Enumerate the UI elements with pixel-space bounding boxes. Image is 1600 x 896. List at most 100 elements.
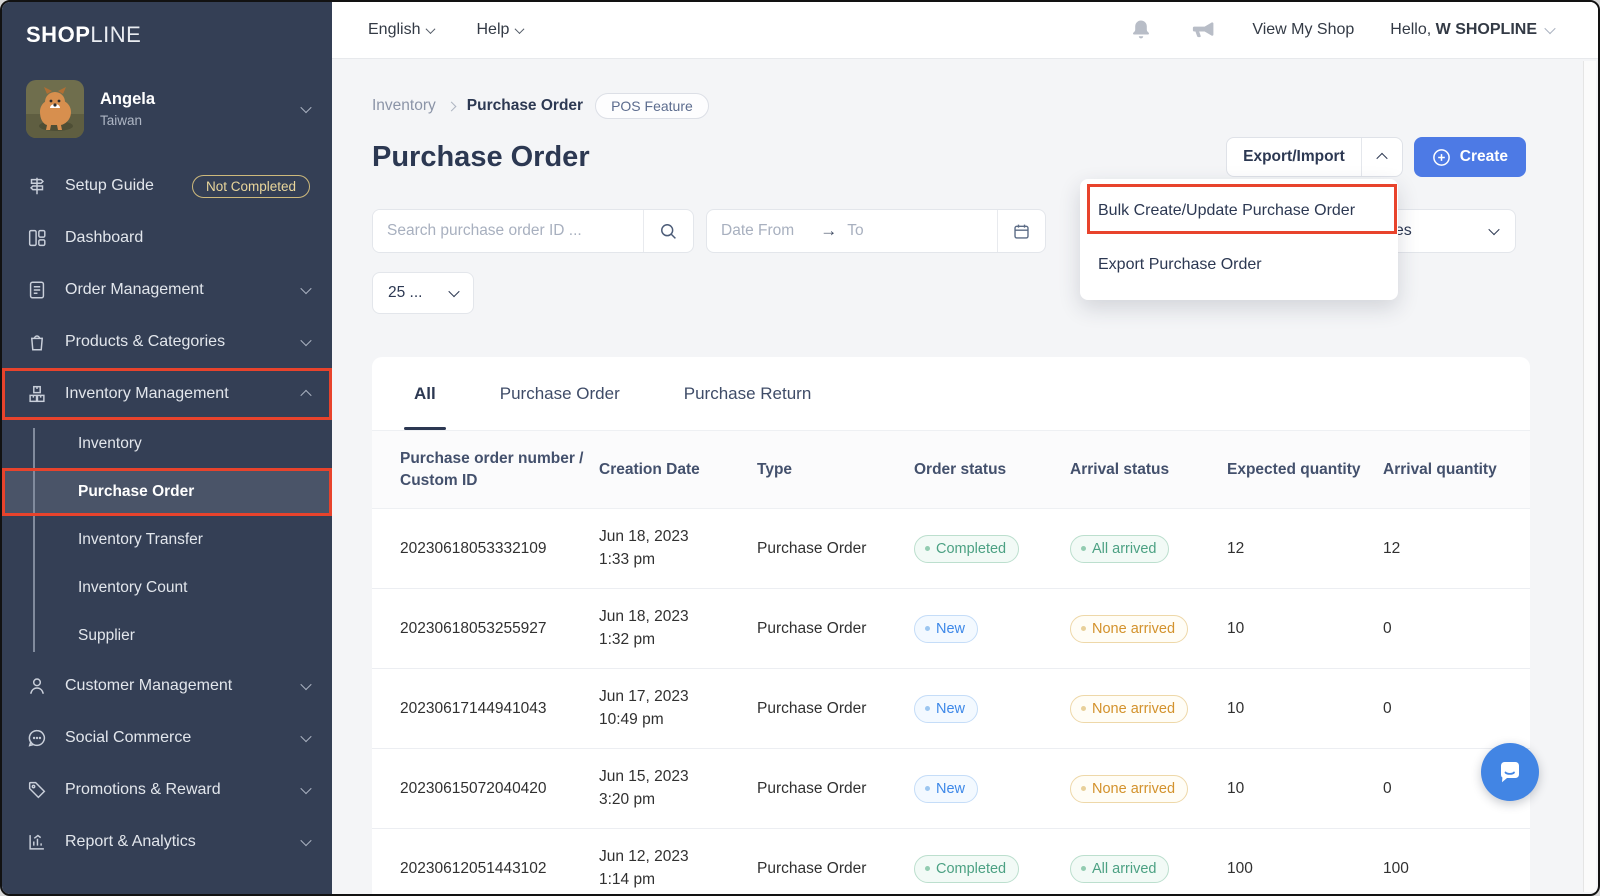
profile-name: Angela <box>100 90 156 108</box>
col-header-arrival-status: Arrival status <box>1070 460 1170 478</box>
table-row[interactable]: 20230617144941043 Jun 17, 2023 10:49 pm P… <box>372 669 1530 749</box>
calendar-button[interactable] <box>997 210 1045 252</box>
view-my-shop-label: View My Shop <box>1252 21 1355 38</box>
po-type: Purchase Order <box>757 859 867 877</box>
po-number[interactable]: 20230618053255927 <box>400 619 547 637</box>
sidebar-item-order-management[interactable]: Order Management <box>2 264 332 316</box>
not-completed-badge: Not Completed <box>191 174 310 198</box>
tab-purchase-return[interactable]: Purchase Return <box>683 383 812 403</box>
greeting-text: Hello, W SHOPLINE <box>1390 21 1537 38</box>
button-divider <box>1360 138 1362 176</box>
table-row[interactable]: 20230615072040420 Jun 15, 2023 3:20 pm Pu… <box>372 749 1530 829</box>
tab-bar: All Purchase Order Purchase Return <box>372 357 1530 431</box>
sidebar-item-social-commerce[interactable]: Social Commerce <box>2 712 332 764</box>
create-label: Create <box>1459 148 1508 165</box>
breadcrumb: Inventory Purchase Order POS Feature <box>372 93 1526 119</box>
shopline-logo: SHOPLINE <box>2 2 332 48</box>
date-range-input[interactable]: Date From → To <box>706 209 1046 253</box>
table-row[interactable]: 20230618053255927 Jun 18, 2023 1:32 pm Pu… <box>372 589 1530 669</box>
search-icon <box>661 223 676 239</box>
table-row[interactable]: 20230612051443102 Jun 12, 2023 1:14 pm Pu… <box>372 829 1530 894</box>
page-size-select[interactable]: 25 ... <box>372 272 474 314</box>
breadcrumb-inventory[interactable]: Inventory <box>372 97 436 114</box>
account-menu[interactable]: Hello, W SHOPLINE <box>1390 21 1556 39</box>
sidebar-item-inventory[interactable]: Inventory <box>2 420 332 468</box>
logo-o-icon: O <box>57 22 76 47</box>
expected-quantity: 10 <box>1227 699 1245 717</box>
po-number[interactable]: 20230618053332109 <box>400 539 547 557</box>
chevron-down-icon <box>300 334 312 347</box>
submenu-label: Inventory <box>78 435 142 452</box>
chevron-down-icon <box>300 282 312 295</box>
search-button[interactable] <box>643 210 693 252</box>
sidebar-item-products-categories[interactable]: Products & Categories <box>2 316 332 368</box>
col-header-arrival-quantity: Arrival quantity <box>1383 460 1497 478</box>
main-content: Inventory Purchase Order POS Feature Pur… <box>332 59 1598 894</box>
logo-text-bold2: P <box>75 22 91 47</box>
search-input[interactable] <box>373 210 643 252</box>
create-button[interactable]: Create <box>1413 137 1526 177</box>
submenu-label: Inventory Count <box>78 579 188 596</box>
page-size-row: 25 ... <box>372 272 1526 314</box>
po-number[interactable]: 20230615072040420 <box>400 779 547 797</box>
sidebar-item-purchase-order[interactable]: Purchase Order <box>2 468 332 516</box>
chevron-up-icon <box>300 389 312 402</box>
sidebar-item-inventory-count[interactable]: Inventory Count <box>2 564 332 612</box>
order-status-badge: Completed <box>914 534 1020 563</box>
po-number[interactable]: 20230617144941043 <box>400 699 547 717</box>
chevron-down-icon <box>300 730 312 743</box>
export-import-caret[interactable] <box>1362 138 1402 176</box>
sidebar-item-report-analytics[interactable]: Report & Analytics <box>2 816 332 868</box>
store-profile[interactable]: Angela Taiwan <box>26 80 312 138</box>
order-status-badge: New <box>914 614 979 643</box>
chevron-up-icon <box>1376 152 1388 165</box>
sidebar-item-setup-guide[interactable]: Setup Guide Not Completed <box>2 160 332 212</box>
title-row: Purchase Order Export/Import Create <box>372 137 1526 177</box>
chevron-down-icon <box>1544 22 1556 35</box>
arrival-status-badge: All arrived <box>1070 534 1170 563</box>
export-import-button[interactable]: Export/Import <box>1226 137 1403 177</box>
sidebar-item-inventory-transfer[interactable]: Inventory Transfer <box>2 516 332 564</box>
po-number[interactable]: 20230612051443102 <box>400 859 547 877</box>
sidebar-item-supplier[interactable]: Supplier <box>2 612 332 660</box>
signpost-icon <box>26 175 48 197</box>
col-header-type: Type <box>757 460 793 478</box>
language-menu[interactable]: English <box>368 21 436 39</box>
po-type: Purchase Order <box>757 779 867 797</box>
order-status-badge: New <box>914 774 979 803</box>
sidebar-item-dashboard[interactable]: Dashboard <box>2 212 332 264</box>
scrollbar-track[interactable] <box>1583 61 1596 892</box>
sidebar-item-customer-management[interactable]: Customer Management <box>2 660 332 712</box>
arrival-quantity: 0 <box>1383 699 1392 717</box>
view-my-shop-link[interactable]: View My Shop <box>1252 21 1354 39</box>
chevron-down-icon <box>300 782 312 795</box>
chat-widget-button[interactable] <box>1481 743 1539 801</box>
expected-quantity: 10 <box>1227 779 1245 797</box>
export-import-dropdown: Bulk Create/Update Purchase Order Export… <box>1080 179 1398 300</box>
announcements-megaphone-icon[interactable] <box>1190 17 1216 43</box>
menu-item-export-purchase-order[interactable]: Export Purchase Order <box>1098 256 1262 273</box>
sidebar-item-label: Social Commerce <box>65 729 192 746</box>
logo-text-light: LINE <box>90 22 142 47</box>
sidebar-item-inventory-management[interactable]: Inventory Management <box>2 368 332 420</box>
help-menu[interactable]: Help <box>476 21 525 39</box>
tab-all[interactable]: All <box>414 357 436 430</box>
sidebar-item-promotions-reward[interactable]: Promotions & Reward <box>2 764 332 816</box>
po-type: Purchase Order <box>757 699 867 717</box>
plus-circle-icon <box>1432 148 1450 166</box>
menu-item-bulk-create-update[interactable]: Bulk Create/Update Purchase Order <box>1098 202 1356 219</box>
purchase-order-card: All Purchase Order Purchase Return Purch… <box>372 357 1530 894</box>
notifications-bell-icon[interactable] <box>1128 17 1154 43</box>
chevron-down-icon <box>514 23 525 34</box>
table-row[interactable]: 20230618053332109 Jun 18, 2023 1:33 pm Pu… <box>372 509 1530 589</box>
chevron-down-icon <box>1488 223 1500 236</box>
po-type: Purchase Order <box>757 619 867 637</box>
creation-date: Jun 15, 2023 3:20 pm <box>599 768 689 808</box>
sidebar-menu: Setup Guide Not Completed Dashboard Orde… <box>2 160 332 868</box>
creation-date: Jun 18, 2023 1:33 pm <box>599 528 689 568</box>
expected-quantity: 10 <box>1227 619 1245 637</box>
tab-purchase-order[interactable]: Purchase Order <box>499 383 620 403</box>
order-status-badge: New <box>914 694 979 723</box>
tag-icon <box>26 779 48 801</box>
